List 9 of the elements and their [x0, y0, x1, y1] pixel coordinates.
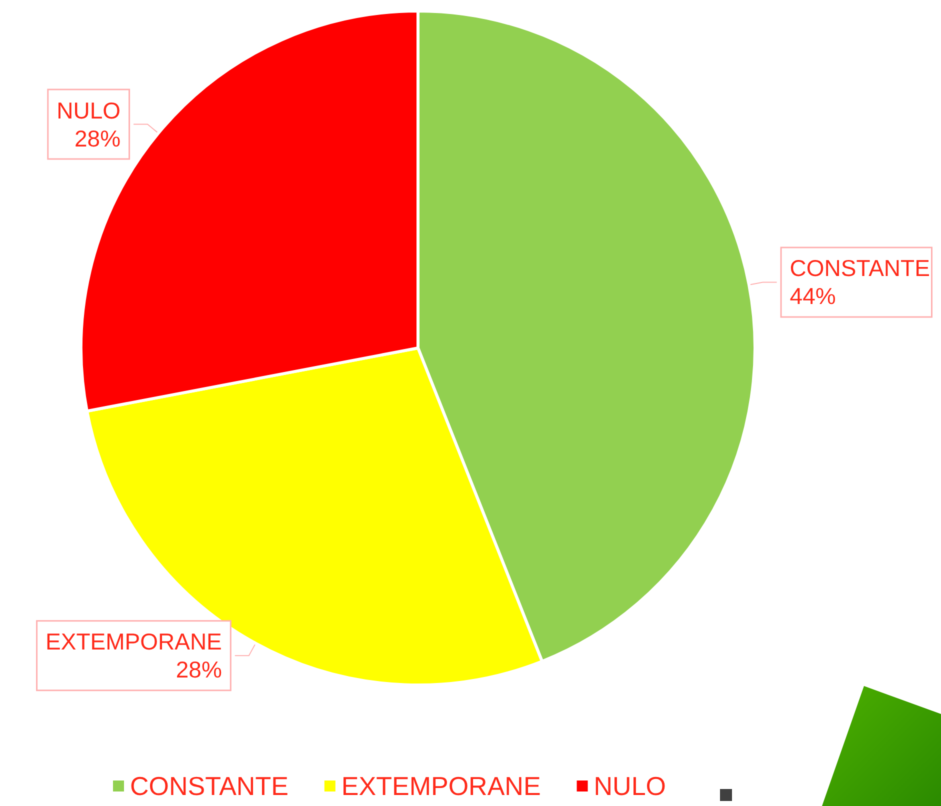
legend-label: NULO — [594, 771, 666, 801]
legend-label: CONSTANTE — [130, 771, 288, 801]
legend-label: EXTEMPORANE — [341, 771, 541, 801]
slice-label: CONSTANTE — [790, 255, 930, 282]
slice-label: EXTEMPORANE — [46, 628, 222, 655]
data-label: 28% — [74, 125, 121, 152]
slice-label: NULO — [56, 97, 121, 124]
data-label: 28% — [176, 656, 222, 683]
data-label: 44% — [790, 283, 836, 310]
